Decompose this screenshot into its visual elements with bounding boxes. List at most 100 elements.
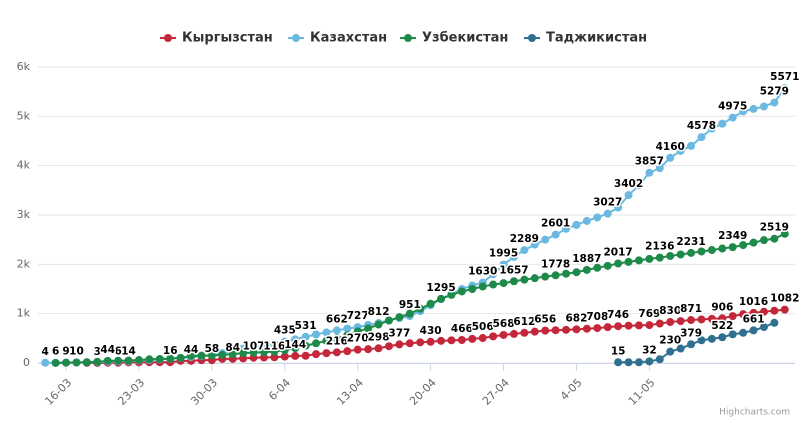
legend-symbol	[404, 34, 412, 42]
point-marker	[426, 337, 435, 346]
point-marker	[676, 146, 685, 155]
point-marker	[759, 236, 768, 245]
point-marker	[312, 350, 321, 359]
data-label: 2231	[676, 236, 705, 248]
point-marker	[270, 339, 279, 348]
point-marker	[322, 328, 331, 337]
legend-item[interactable]: Кыргызстан	[160, 31, 273, 46]
point-marker	[270, 347, 279, 356]
data-label: 1778	[541, 258, 570, 270]
point-marker	[770, 318, 779, 327]
point-marker	[718, 333, 727, 342]
data-label: 2601	[541, 218, 570, 230]
point-marker	[239, 349, 248, 358]
point-marker	[749, 308, 758, 317]
legend-item[interactable]: Казахстан	[288, 31, 387, 46]
point-marker	[780, 84, 789, 93]
data-label: 44	[184, 344, 199, 356]
data-label: 84	[225, 342, 240, 354]
point-marker	[634, 256, 643, 265]
legend-symbol	[292, 34, 300, 42]
point-marker	[312, 330, 321, 339]
point-marker	[489, 332, 498, 341]
point-marker	[593, 324, 602, 333]
data-label: 2017	[604, 246, 633, 258]
point-marker	[707, 334, 716, 343]
point-marker	[249, 348, 258, 357]
data-label: 9	[62, 346, 69, 358]
data-label: 727	[347, 310, 369, 322]
data-label: 746	[607, 309, 629, 321]
legend-item[interactable]: Узбекистан	[400, 31, 508, 46]
point-marker	[62, 358, 71, 367]
point-marker	[51, 358, 60, 367]
point-marker	[551, 326, 560, 335]
point-marker	[384, 316, 393, 325]
point-marker	[103, 356, 112, 365]
y-tick-label: 0	[23, 356, 30, 369]
point-marker	[322, 336, 331, 345]
point-marker	[530, 274, 539, 283]
point-marker	[603, 323, 612, 332]
point-marker	[82, 358, 91, 367]
point-marker	[447, 290, 456, 299]
point-marker	[478, 282, 487, 291]
point-marker	[645, 168, 654, 177]
point-marker	[624, 321, 633, 330]
point-marker	[280, 352, 289, 361]
data-label: 656	[534, 314, 556, 326]
point-marker	[687, 248, 696, 257]
point-marker	[728, 243, 737, 252]
point-marker	[384, 342, 393, 351]
point-marker	[707, 246, 716, 255]
point-marker	[301, 351, 310, 360]
data-label: 1295	[426, 282, 455, 294]
point-marker	[541, 326, 550, 335]
point-marker	[655, 319, 664, 328]
data-label: 661	[743, 313, 765, 325]
point-marker	[759, 307, 768, 316]
point-marker	[72, 358, 81, 367]
point-marker	[739, 310, 748, 319]
point-marker	[457, 287, 466, 296]
point-marker	[666, 318, 675, 327]
point-marker	[509, 329, 518, 338]
data-label: 216	[326, 335, 348, 347]
data-label: 270	[347, 333, 369, 345]
point-marker	[541, 235, 550, 244]
data-label: 2349	[718, 230, 747, 242]
data-label: 682	[565, 312, 587, 324]
point-marker	[634, 321, 643, 330]
point-marker	[541, 272, 550, 281]
point-marker	[676, 317, 685, 326]
legend-item[interactable]: Таджикистан	[524, 31, 647, 46]
point-marker	[739, 241, 748, 250]
data-label: 871	[680, 303, 702, 315]
x-tick-label: 27-04	[480, 376, 512, 408]
data-label: 506	[472, 321, 494, 333]
point-marker	[759, 323, 768, 332]
point-marker	[280, 346, 289, 355]
data-label: 6	[114, 346, 121, 358]
point-marker	[749, 104, 758, 113]
legend-symbol	[164, 34, 172, 42]
data-label: 4975	[718, 101, 747, 113]
data-label: 4	[42, 346, 49, 358]
legend-label: Кыргызстан	[182, 31, 273, 46]
point-marker	[676, 344, 685, 353]
x-tick-label: 30-03	[188, 376, 220, 408]
point-marker	[562, 269, 571, 278]
point-marker	[603, 261, 612, 270]
y-tick-label: 6k	[17, 60, 31, 73]
point-marker	[697, 247, 706, 256]
point-marker	[603, 209, 612, 218]
data-label: 2289	[510, 233, 539, 245]
point-marker	[687, 141, 696, 150]
legend: Кыргызстан Казахстан Узбекистан Таджикистан	[160, 31, 647, 46]
point-marker	[614, 203, 623, 212]
data-label: 2136	[645, 241, 674, 253]
point-marker	[572, 268, 581, 277]
point-marker	[301, 341, 310, 350]
data-label: 1082	[770, 293, 799, 305]
point-marker	[93, 357, 102, 366]
